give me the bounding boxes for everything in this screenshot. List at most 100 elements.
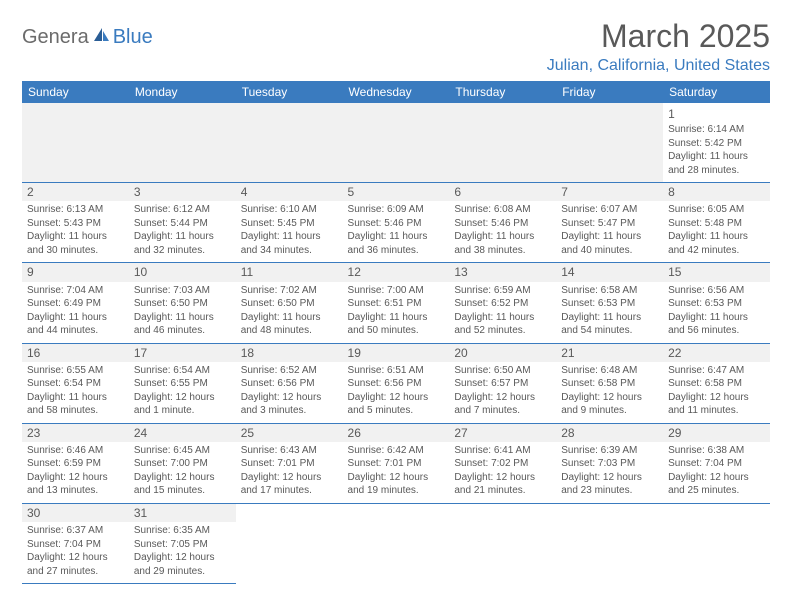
daylight-text: Daylight: 11 hours and 40 minutes. <box>561 230 658 257</box>
daylight-text: Daylight: 11 hours and 54 minutes. <box>561 311 658 338</box>
sunset-text: Sunset: 6:57 PM <box>454 377 551 391</box>
sunset-text: Sunset: 6:58 PM <box>668 377 765 391</box>
day-number: 28 <box>556 424 663 442</box>
calendar-cell: 30Sunrise: 6:37 AMSunset: 7:04 PMDayligh… <box>22 503 129 583</box>
logo-text-part2: Blue <box>113 26 153 49</box>
sunrise-text: Sunrise: 6:52 AM <box>241 364 338 378</box>
day-header: Wednesday <box>343 81 450 103</box>
day-number: 2 <box>22 183 129 201</box>
sunset-text: Sunset: 7:04 PM <box>668 457 765 471</box>
calendar-row: 9Sunrise: 7:04 AMSunset: 6:49 PMDaylight… <box>22 263 770 343</box>
sunset-text: Sunset: 5:43 PM <box>27 217 124 231</box>
daylight-text: Daylight: 12 hours and 13 minutes. <box>27 471 124 498</box>
daylight-text: Daylight: 11 hours and 46 minutes. <box>134 311 231 338</box>
sunrise-text: Sunrise: 6:56 AM <box>668 284 765 298</box>
calendar-cell-empty <box>343 103 450 183</box>
calendar-cell-empty <box>236 103 343 183</box>
sunrise-text: Sunrise: 6:35 AM <box>134 524 231 538</box>
calendar-cell-empty <box>22 103 129 183</box>
calendar-cell: 12Sunrise: 7:00 AMSunset: 6:51 PMDayligh… <box>343 263 450 343</box>
daylight-text: Daylight: 11 hours and 52 minutes. <box>454 311 551 338</box>
sunset-text: Sunset: 7:00 PM <box>134 457 231 471</box>
title-block: March 2025 Julian, California, United St… <box>547 18 770 75</box>
day-number: 4 <box>236 183 343 201</box>
day-header-row: SundayMondayTuesdayWednesdayThursdayFrid… <box>22 81 770 103</box>
daylight-text: Daylight: 12 hours and 19 minutes. <box>348 471 445 498</box>
day-header: Sunday <box>22 81 129 103</box>
sunset-text: Sunset: 7:02 PM <box>454 457 551 471</box>
sunset-text: Sunset: 5:44 PM <box>134 217 231 231</box>
calendar-cell-empty <box>663 503 770 583</box>
sunrise-text: Sunrise: 7:02 AM <box>241 284 338 298</box>
day-header: Saturday <box>663 81 770 103</box>
calendar-row: 30Sunrise: 6:37 AMSunset: 7:04 PMDayligh… <box>22 503 770 583</box>
day-number: 19 <box>343 344 450 362</box>
daylight-text: Daylight: 12 hours and 23 minutes. <box>561 471 658 498</box>
calendar-cell: 21Sunrise: 6:48 AMSunset: 6:58 PMDayligh… <box>556 343 663 423</box>
calendar-cell-empty <box>343 503 450 583</box>
sunrise-text: Sunrise: 6:45 AM <box>134 444 231 458</box>
day-number: 15 <box>663 263 770 281</box>
calendar-cell: 10Sunrise: 7:03 AMSunset: 6:50 PMDayligh… <box>129 263 236 343</box>
daylight-text: Daylight: 12 hours and 15 minutes. <box>134 471 231 498</box>
day-header: Thursday <box>449 81 556 103</box>
day-number: 9 <box>22 263 129 281</box>
sunrise-text: Sunrise: 6:48 AM <box>561 364 658 378</box>
day-number: 31 <box>129 504 236 522</box>
daylight-text: Daylight: 11 hours and 42 minutes. <box>668 230 765 257</box>
calendar-cell: 25Sunrise: 6:43 AMSunset: 7:01 PMDayligh… <box>236 423 343 503</box>
daylight-text: Daylight: 11 hours and 50 minutes. <box>348 311 445 338</box>
calendar-cell: 26Sunrise: 6:42 AMSunset: 7:01 PMDayligh… <box>343 423 450 503</box>
sunrise-text: Sunrise: 6:43 AM <box>241 444 338 458</box>
daylight-text: Daylight: 12 hours and 27 minutes. <box>27 551 124 578</box>
sunrise-text: Sunrise: 6:46 AM <box>27 444 124 458</box>
logo-text-part1: Genera <box>22 26 89 49</box>
sunrise-text: Sunrise: 7:00 AM <box>348 284 445 298</box>
sunset-text: Sunset: 7:01 PM <box>241 457 338 471</box>
daylight-text: Daylight: 12 hours and 25 minutes. <box>668 471 765 498</box>
calendar-row: 16Sunrise: 6:55 AMSunset: 6:54 PMDayligh… <box>22 343 770 423</box>
month-title: March 2025 <box>547 18 770 55</box>
sunrise-text: Sunrise: 6:08 AM <box>454 203 551 217</box>
day-number: 20 <box>449 344 556 362</box>
daylight-text: Daylight: 12 hours and 3 minutes. <box>241 391 338 418</box>
calendar-cell: 13Sunrise: 6:59 AMSunset: 6:52 PMDayligh… <box>449 263 556 343</box>
logo: Genera Blue <box>22 26 153 49</box>
calendar-cell: 20Sunrise: 6:50 AMSunset: 6:57 PMDayligh… <box>449 343 556 423</box>
sunset-text: Sunset: 6:56 PM <box>348 377 445 391</box>
calendar-cell: 24 Sunrise: 6:45 AMSunset: 7:00 PMDayligh… <box>129 423 236 503</box>
calendar-cell-empty <box>129 103 236 183</box>
sunset-text: Sunset: 5:42 PM <box>668 137 765 151</box>
calendar-cell-empty <box>449 503 556 583</box>
sunrise-text: Sunrise: 6:54 AM <box>134 364 231 378</box>
calendar-cell: 23Sunrise: 6:46 AMSunset: 6:59 PMDayligh… <box>22 423 129 503</box>
day-number: 24 <box>129 424 236 442</box>
daylight-text: Daylight: 12 hours and 11 minutes. <box>668 391 765 418</box>
calendar-cell-empty <box>236 503 343 583</box>
sunset-text: Sunset: 5:46 PM <box>454 217 551 231</box>
daylight-text: Daylight: 12 hours and 5 minutes. <box>348 391 445 418</box>
sunrise-text: Sunrise: 6:55 AM <box>27 364 124 378</box>
sunrise-text: Sunrise: 6:13 AM <box>27 203 124 217</box>
day-number: 6 <box>449 183 556 201</box>
sunrise-text: Sunrise: 6:38 AM <box>668 444 765 458</box>
sunset-text: Sunset: 7:01 PM <box>348 457 445 471</box>
calendar-row: 2 Sunrise: 6:13 AMSunset: 5:43 PM Daylight… <box>22 183 770 263</box>
day-number: 25 <box>236 424 343 442</box>
calendar-cell: 16Sunrise: 6:55 AMSunset: 6:54 PMDayligh… <box>22 343 129 423</box>
calendar-cell: 4Sunrise: 6:10 AMSunset: 5:45 PMDaylight… <box>236 183 343 263</box>
sunrise-text: Sunrise: 6:47 AM <box>668 364 765 378</box>
sunset-text: Sunset: 7:05 PM <box>134 538 231 552</box>
day-number: 7 <box>556 183 663 201</box>
day-number: 18 <box>236 344 343 362</box>
day-number: 22 <box>663 344 770 362</box>
logo-sail-icon <box>92 26 110 49</box>
sunrise-text: Sunrise: 6:05 AM <box>668 203 765 217</box>
calendar-cell: 15Sunrise: 6:56 AMSunset: 6:53 PMDayligh… <box>663 263 770 343</box>
sunset-text: Sunset: 6:52 PM <box>454 297 551 311</box>
sunrise-text: Sunrise: 6:51 AM <box>348 364 445 378</box>
daylight-text: Daylight: 11 hours and 32 minutes. <box>134 230 231 257</box>
calendar-cell: 7Sunrise: 6:07 AMSunset: 5:47 PMDaylight… <box>556 183 663 263</box>
sunrise-text: Sunrise: 6:59 AM <box>454 284 551 298</box>
sunset-text: Sunset: 5:45 PM <box>241 217 338 231</box>
